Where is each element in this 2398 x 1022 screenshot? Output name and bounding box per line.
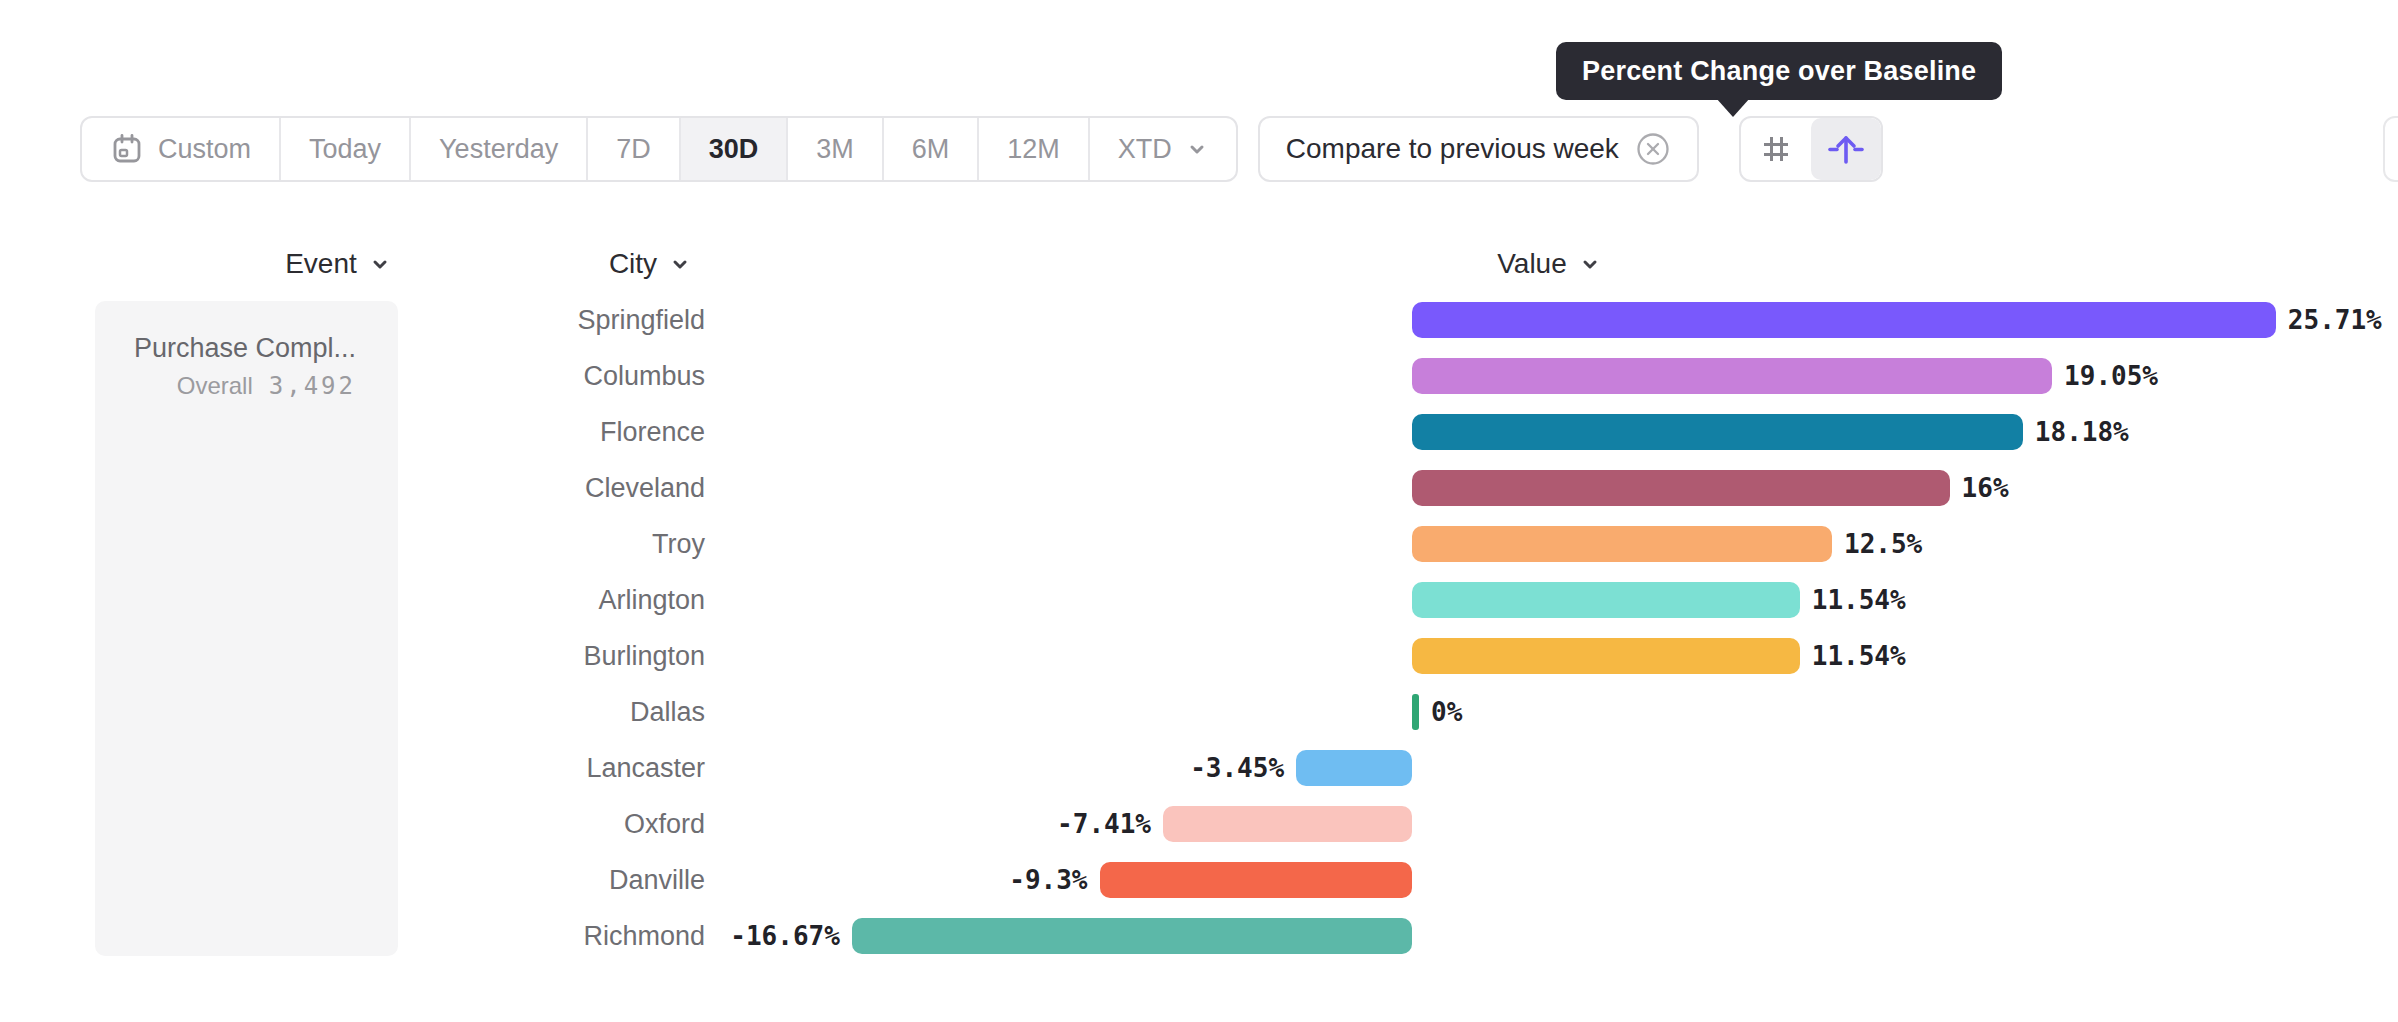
table-row: Oxford -7.41% xyxy=(0,796,2398,852)
bar-value-label: 0% xyxy=(1431,684,1462,740)
date-range-xtd[interactable]: XTD xyxy=(1088,118,1236,180)
date-range-7d[interactable]: 7D xyxy=(586,118,679,180)
bar-value-label: 18.18% xyxy=(2035,404,2129,460)
bar-value-label: 25.71% xyxy=(2288,292,2382,348)
column-header-label: Value xyxy=(1497,248,1567,280)
table-row: Troy 12.5% xyxy=(0,516,2398,572)
city-label: Danville xyxy=(0,852,705,908)
view-toggle xyxy=(1739,116,1883,182)
bar[interactable] xyxy=(1412,302,2276,338)
date-range-label: 30D xyxy=(709,134,759,165)
date-range-picker: Custom Today Yesterday 7D 30D 3M 6M 12M … xyxy=(80,116,1238,182)
bar-chart: Springfield 25.71% Columbus 19.05% Flore… xyxy=(0,292,2398,964)
city-label: Arlington xyxy=(0,572,705,628)
date-range-label: Yesterday xyxy=(439,134,558,165)
bar-value-label: -3.45% xyxy=(1190,740,1284,796)
chart-tooltip: Percent Change over Baseline xyxy=(1556,42,2002,100)
compare-chip[interactable]: Compare to previous week xyxy=(1258,116,1699,182)
date-range-yesterday[interactable]: Yesterday xyxy=(409,118,586,180)
city-label: Oxford xyxy=(0,796,705,852)
bar-value-label: 19.05% xyxy=(2064,348,2158,404)
city-label: Dallas xyxy=(0,684,705,740)
bar[interactable] xyxy=(1412,358,2052,394)
bar[interactable] xyxy=(1100,862,1412,898)
date-range-label: 3M xyxy=(816,134,854,165)
date-range-custom[interactable]: Custom xyxy=(82,118,279,180)
chevron-down-icon xyxy=(1579,253,1601,275)
date-range-label: 12M xyxy=(1007,134,1060,165)
calendar-icon xyxy=(110,132,144,166)
city-label: Richmond xyxy=(0,908,705,964)
city-label: Columbus xyxy=(0,348,705,404)
remove-compare-icon[interactable] xyxy=(1635,131,1671,167)
date-range-3m[interactable]: 3M xyxy=(786,118,882,180)
bar[interactable] xyxy=(1163,806,1412,842)
column-header-label: City xyxy=(609,248,657,280)
compare-label: Compare to previous week xyxy=(1286,133,1619,165)
tooltip-caret xyxy=(1716,98,1750,117)
toolbar: Custom Today Yesterday 7D 30D 3M 6M 12M … xyxy=(80,116,1883,182)
table-row: Columbus 19.05% xyxy=(0,348,2398,404)
date-range-label: Custom xyxy=(158,134,251,165)
chevron-down-icon xyxy=(669,253,691,275)
percent-change-view-button[interactable] xyxy=(1811,118,1881,180)
bar[interactable] xyxy=(1412,470,1950,506)
date-range-label: Today xyxy=(309,134,381,165)
bar-value-label: 16% xyxy=(1962,460,2009,516)
table-row: Richmond -16.67% xyxy=(0,908,2398,964)
chevron-down-icon xyxy=(369,253,391,275)
bar-value-label: 11.54% xyxy=(1812,628,1906,684)
bar[interactable] xyxy=(1412,694,1419,730)
chevron-down-icon xyxy=(1186,138,1208,160)
date-range-label: 7D xyxy=(616,134,651,165)
table-row: Cleveland 16% xyxy=(0,460,2398,516)
bar[interactable] xyxy=(1412,582,1800,618)
table-row: Florence 18.18% xyxy=(0,404,2398,460)
date-range-today[interactable]: Today xyxy=(279,118,409,180)
table-row: Springfield 25.71% xyxy=(0,292,2398,348)
table-row: Lancaster -3.45% xyxy=(0,740,2398,796)
table-row: Dallas 0% xyxy=(0,684,2398,740)
bar[interactable] xyxy=(1412,526,1832,562)
bar[interactable] xyxy=(852,918,1412,954)
city-label: Burlington xyxy=(0,628,705,684)
date-range-6m[interactable]: 6M xyxy=(882,118,978,180)
column-header-label: Event xyxy=(285,248,357,280)
city-label: Lancaster xyxy=(0,740,705,796)
clipped-toolbar-button[interactable] xyxy=(2383,116,2398,182)
bar[interactable] xyxy=(1412,638,1800,674)
city-label: Troy xyxy=(0,516,705,572)
number-icon xyxy=(1757,130,1795,168)
table-row: Arlington 11.54% xyxy=(0,572,2398,628)
date-range-label: 6M xyxy=(912,134,950,165)
bar[interactable] xyxy=(1296,750,1412,786)
table-row: Burlington 11.54% xyxy=(0,628,2398,684)
date-range-label: XTD xyxy=(1118,134,1172,165)
bar[interactable] xyxy=(1412,414,2023,450)
column-header-event[interactable]: Event xyxy=(228,246,448,282)
city-label: Florence xyxy=(0,404,705,460)
column-header-city[interactable]: City xyxy=(540,246,760,282)
date-range-12m[interactable]: 12M xyxy=(977,118,1088,180)
number-view-button[interactable] xyxy=(1741,118,1811,180)
bar-value-label: -16.67% xyxy=(730,908,840,964)
bar-value-label: 12.5% xyxy=(1844,516,1922,572)
bar-value-label: -7.41% xyxy=(1057,796,1151,852)
table-row: Danville -9.3% xyxy=(0,852,2398,908)
bar-value-label: 11.54% xyxy=(1812,572,1906,628)
date-range-30d[interactable]: 30D xyxy=(679,118,787,180)
column-header-value[interactable]: Value xyxy=(1439,246,1659,282)
city-label: Cleveland xyxy=(0,460,705,516)
tooltip-text: Percent Change over Baseline xyxy=(1582,56,1976,87)
city-label: Springfield xyxy=(0,292,705,348)
percent-change-icon xyxy=(1826,129,1866,169)
bar-value-label: -9.3% xyxy=(1009,852,1087,908)
